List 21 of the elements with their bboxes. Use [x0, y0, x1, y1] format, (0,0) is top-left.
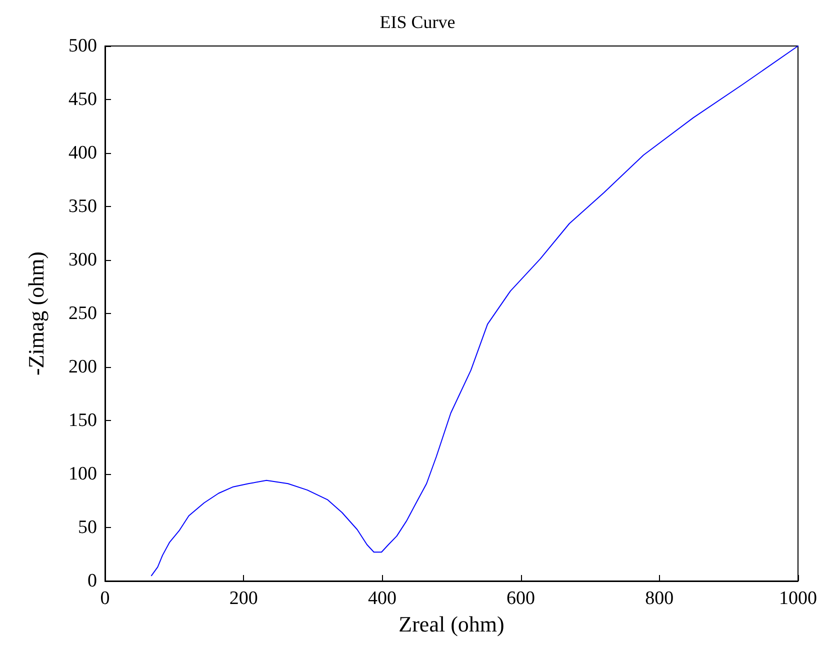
y-tick-label: 50 — [78, 517, 97, 538]
y-tick-label: 450 — [68, 89, 97, 110]
x-tick-label: 200 — [229, 588, 258, 609]
chart-title: EIS Curve — [380, 12, 456, 32]
y-tick-label: 250 — [68, 303, 97, 324]
x-tick-label: 800 — [645, 588, 674, 609]
x-axis-title: Zreal (ohm) — [398, 612, 504, 636]
y-tick-label: 150 — [68, 410, 97, 431]
line-series — [150, 46, 798, 576]
y-tick-label: 200 — [68, 356, 97, 378]
x-tick-label: 0 — [100, 588, 110, 609]
y-tick-label: 500 — [68, 36, 97, 56]
y-axis-title: -Zimag (ohm) — [24, 251, 48, 376]
y-tick-label: 350 — [68, 196, 97, 217]
y-tick-label: 0 — [88, 570, 97, 592]
y-tick-label: 100 — [68, 464, 97, 484]
x-tick-label: 1000 — [779, 588, 817, 609]
y-tick-label: 400 — [68, 142, 97, 164]
x-tick-label: 600 — [506, 588, 536, 609]
y-tick-label: 300 — [68, 250, 97, 270]
x-tick-label: 400 — [368, 588, 396, 609]
